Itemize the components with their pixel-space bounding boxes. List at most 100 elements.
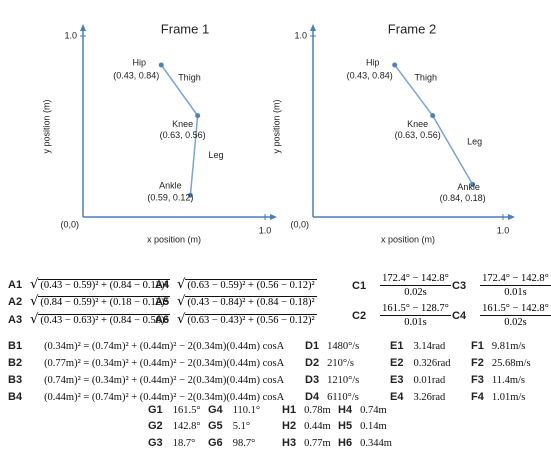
equation: E3 0.01rad	[390, 374, 445, 386]
equation: E1 3.14rad	[390, 340, 445, 352]
equation: A2 √ (0.84 − 0.59)² + (0.18 − 0.12)²	[8, 294, 170, 309]
equation-label: H1	[282, 404, 297, 416]
denominator: 0.02s	[404, 287, 427, 298]
equation-label: F4	[471, 391, 484, 403]
equation: C3 172.4° − 142.8° 0.01s	[452, 273, 551, 298]
equation: G4 110.1°	[208, 404, 260, 416]
equation-label: C1	[352, 279, 367, 292]
segment-label: Leg	[209, 150, 224, 160]
expression: 1480°/s	[327, 340, 360, 352]
equation-label: A6	[155, 313, 170, 326]
equation-label: B3	[8, 374, 23, 386]
equation-label: C4	[452, 309, 467, 322]
radical-sign: √	[177, 312, 186, 327]
equation-label: G3	[148, 437, 163, 449]
equation-label: B1	[8, 340, 23, 352]
expression: 142.8°	[172, 420, 201, 432]
expression: (0.34m)² = (0.74m)² + (0.44m)² − 2(0.34m…	[44, 340, 285, 352]
expression: 0.77m	[304, 437, 331, 449]
joint-coords: (0.84, 0.18)	[440, 193, 486, 203]
y-arrow	[80, 24, 86, 31]
expression: (0.43 − 0.59)² + (0.84 − 0.12)²	[38, 278, 170, 291]
equation-label: D4	[305, 391, 320, 403]
equation: F3 11.4m/s	[471, 374, 525, 386]
equation: F4 1.01m/s	[471, 391, 525, 403]
expression: (0.63 − 0.59)² + (0.56 − 0.12)²	[185, 278, 317, 291]
equation-label: E1	[390, 340, 404, 352]
equation-label: G1	[148, 404, 163, 416]
equation-label: A3	[8, 313, 23, 326]
x-arrow	[270, 214, 277, 220]
radical: √ (0.43 − 0.63)² + (0.84 − 0.56)²	[30, 312, 170, 327]
fraction: 161.5° − 142.8° 0.02s	[480, 303, 551, 328]
equation-label: D2	[305, 357, 320, 369]
frame-title: Frame 1	[161, 21, 209, 36]
radical-sign: √	[30, 294, 39, 309]
radical: √ (0.43 − 0.59)² + (0.84 − 0.12)²	[30, 277, 170, 292]
equation-label: D1	[305, 340, 320, 352]
expression: 6110°/s	[327, 391, 359, 403]
expression: 5.1°	[232, 420, 251, 432]
y-tick-label: 1.0	[64, 30, 77, 40]
expression: 1.01m/s	[491, 391, 526, 403]
joint-name: Hip	[133, 57, 147, 67]
expression: (0.74m)² = (0.34m)² + (0.44m)² − 2(0.34m…	[44, 374, 285, 386]
radical-sign: √	[177, 277, 186, 292]
equation-label: E4	[390, 391, 404, 403]
equation: D4 6110°/s	[305, 391, 359, 403]
y-tick-label: 1.0	[294, 30, 307, 40]
expression: 0.44m	[304, 420, 331, 432]
equation-label: E3	[390, 374, 404, 386]
expression: 0.344m	[360, 437, 392, 449]
equation: G3 18.7°	[148, 437, 195, 449]
equation: C4 161.5° − 142.8° 0.02s	[452, 303, 551, 328]
equation: G5 5.1°	[208, 420, 250, 432]
radical: √ (0.63 − 0.43)² + (0.56 − 0.12)²	[177, 312, 317, 327]
joint	[187, 192, 193, 198]
equation-label: B4	[8, 391, 23, 403]
denominator: 0.01s	[504, 287, 527, 298]
equation: B1 (0.34m)² = (0.74m)² + (0.44m)² − 2(0.3…	[8, 340, 284, 352]
equation: H4 0.74m	[338, 404, 387, 416]
equation: G2 142.8°	[148, 420, 201, 432]
equation-label: F2	[471, 357, 484, 369]
expression: (0.63 − 0.43)² + (0.56 − 0.12)²	[185, 313, 317, 326]
numerator: 161.5° − 142.8°	[480, 303, 551, 316]
y-axis-label: y position (m)	[41, 99, 51, 153]
equation-label: A4	[155, 278, 170, 291]
joint-coords: (0.63, 0.56)	[160, 130, 206, 140]
equation-label: H2	[282, 420, 297, 432]
equation-label: G6	[208, 437, 223, 449]
expression: (0.43 − 0.63)² + (0.84 − 0.56)²	[38, 313, 170, 326]
radical: √ (0.63 − 0.59)² + (0.56 − 0.12)²	[177, 277, 317, 292]
x-arrow	[508, 214, 515, 220]
radical: √ (0.84 − 0.59)² + (0.18 − 0.12)²	[30, 294, 170, 309]
segment-label: Thigh	[178, 73, 201, 83]
equation-label: B2	[8, 357, 23, 369]
expression: 25.68m/s	[491, 357, 531, 369]
numerator: 172.4° − 142.8°	[480, 273, 551, 286]
equation: A1 √ (0.43 − 0.59)² + (0.84 − 0.12)²	[8, 277, 170, 292]
equation: D2 210°/s	[305, 357, 354, 369]
equation-label: A2	[8, 295, 23, 308]
joint	[392, 62, 398, 68]
radical: √ (0.43 − 0.84)² + (0.84 − 0.18)²	[177, 294, 317, 309]
equation: H1 0.78m	[282, 404, 331, 416]
equation-label: D3	[305, 374, 320, 386]
equation: G6 98.7°	[208, 437, 255, 449]
equation-label: F1	[471, 340, 484, 352]
expression: 0.74m	[360, 404, 387, 416]
origin-label: (0,0)	[290, 219, 309, 229]
numerator: 161.5° − 128.7°	[380, 303, 451, 316]
radical-sign: √	[30, 312, 39, 327]
numerator: 172.4° − 142.8°	[380, 273, 451, 286]
expression: 18.7°	[172, 437, 196, 449]
joint-name: Ankle	[159, 181, 182, 191]
x-axis-label: x position (m)	[381, 234, 435, 244]
equation-label: H6	[338, 437, 353, 449]
equation-label: E2	[390, 357, 404, 369]
segment-label: Leg	[467, 136, 482, 146]
equation: A5 √ (0.43 − 0.84)² + (0.84 − 0.18)²	[155, 294, 317, 309]
x-tick-label: 1.0	[259, 225, 272, 235]
